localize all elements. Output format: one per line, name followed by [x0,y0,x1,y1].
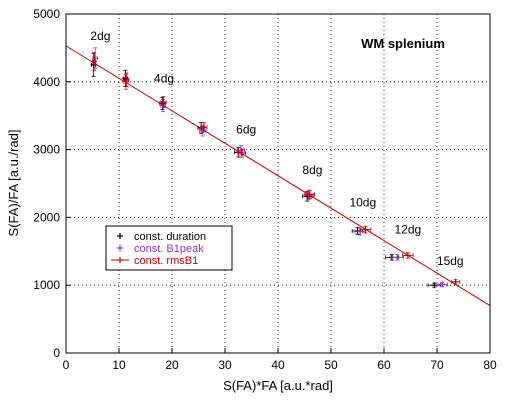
legend-label: const. duration [134,231,206,243]
data-points [90,47,461,289]
data-point [362,226,369,233]
x-tick-label: 80 [483,358,497,372]
legend-marker [117,257,123,263]
data-point [431,282,438,289]
x-tick-label: 0 [63,358,70,372]
data-point [306,191,313,198]
x-tick-label: 10 [112,358,126,372]
angle-label: 8dg [302,163,322,177]
data-point [123,76,130,83]
y-tick-label: 3000 [33,143,60,157]
data-point [439,281,446,288]
angle-label: 2dg [90,29,110,43]
y-tick-label: 4000 [33,75,60,89]
x-tick-label: 40 [271,358,285,372]
data-point [452,278,459,285]
data-point [238,149,245,156]
angle-label: 4dg [154,71,174,85]
data-point [404,252,411,259]
axis-ticks: 0 10 20 30 40 50 60 70 80 0 1000 2000 3000 4000 5000 [33,7,497,372]
y-tick-label: 2000 [33,210,60,224]
x-tick-label: 30 [218,358,232,372]
data-point [200,124,207,131]
y-tick-label: 1000 [33,278,60,292]
data-point [92,55,99,62]
grid [66,14,490,353]
data-point [237,147,244,154]
data-point [354,227,361,234]
fit-line [65,45,491,306]
angle-label: 6dg [236,122,256,136]
series-2 [91,52,461,285]
legend-marker [117,233,123,239]
data-point [394,254,401,261]
annotations: 2dg 4dg 6dg 8dg 10dg 12dg 15dg [90,29,463,268]
legend-label: const. rmsB1 [134,255,198,267]
angle-label: 15dg [437,254,464,268]
x-tick-label: 60 [377,358,391,372]
legend-marker [117,245,123,251]
data-point [305,192,312,199]
x-tick-label: 50 [324,358,338,372]
y-tick-label: 0 [53,346,60,360]
data-point [160,99,167,106]
legend-label: const. B1peak [134,243,204,255]
fit-line-group [65,45,491,306]
y-tick-label: 5000 [33,7,60,21]
chart-title: WM splenium [361,36,445,51]
legend-box [105,225,233,271]
y-axis-title: S(FA)/FA [a.u./rad] [6,130,21,237]
series-1 [92,47,449,288]
angle-label: 12dg [394,223,421,237]
angle-label: 10dg [349,196,376,210]
x-tick-label: 70 [430,358,444,372]
data-point [91,58,98,65]
x-axis-title: S(FA)*FA [a.u.*rad] [223,378,333,393]
data-point [199,127,206,134]
x-tick-label: 20 [165,358,179,372]
